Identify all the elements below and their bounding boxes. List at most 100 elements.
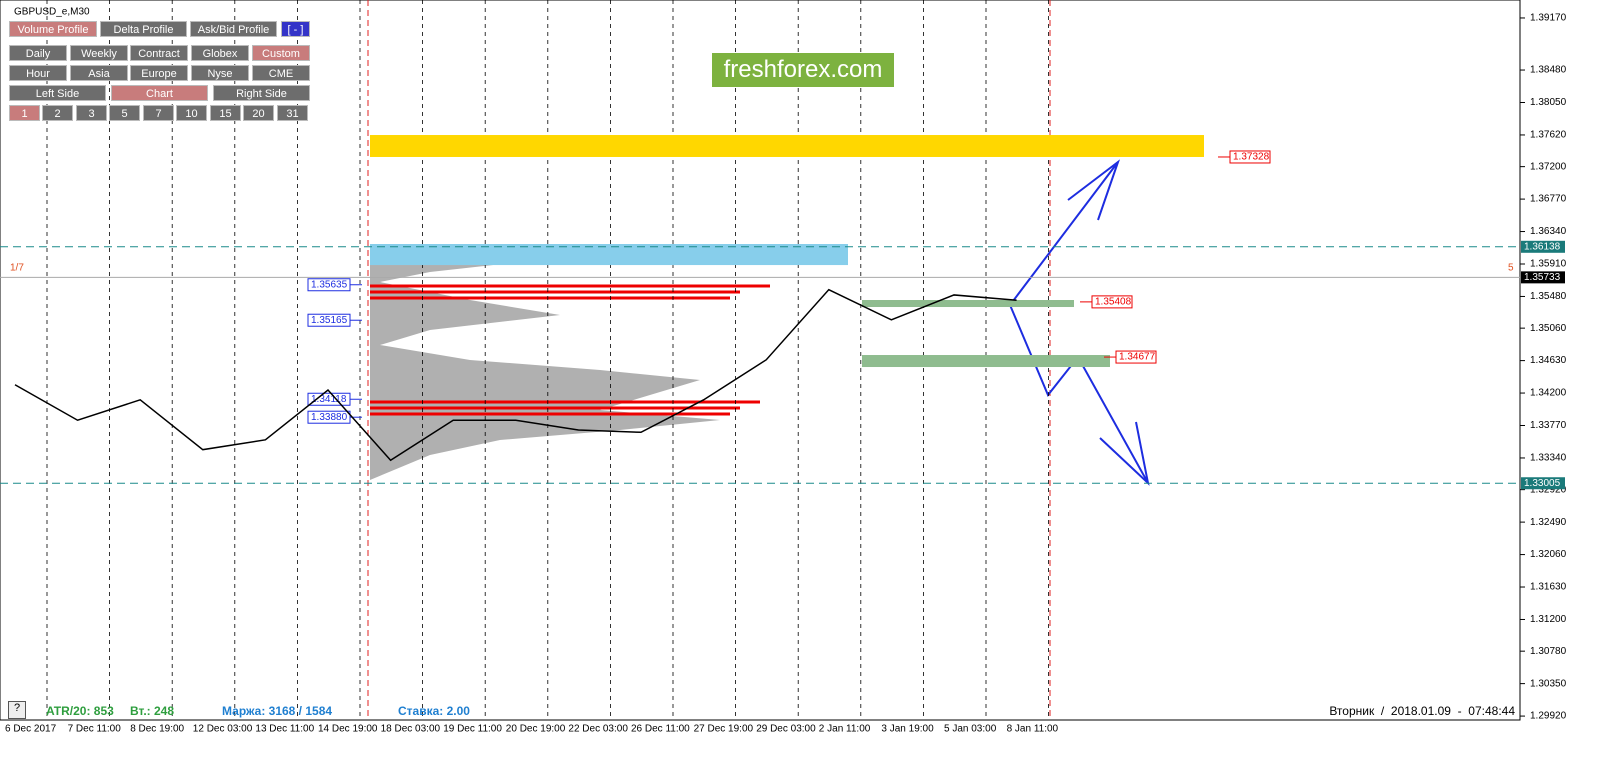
toolbar-button[interactable]: 2 [42, 105, 73, 121]
toolbar-button[interactable]: 3 [76, 105, 107, 121]
y-tick-label: 1.36340 [1530, 226, 1567, 237]
toolbar-button[interactable]: Delta Profile [100, 21, 187, 37]
y-tick-label: 1.38050 [1530, 97, 1567, 108]
toolbar-button[interactable]: Nyse [191, 65, 249, 81]
target-label: 1.35408 [1095, 297, 1132, 308]
toolbar-button[interactable]: Custom [252, 45, 310, 61]
x-tick-label: 26 Dec 11:00 [631, 724, 690, 735]
x-tick-label: 3 Jan 19:00 [881, 724, 934, 735]
y-tick-label: 1.32060 [1530, 549, 1567, 560]
x-tick-label: 14 Dec 19:00 [318, 724, 378, 735]
toolbar-button[interactable]: Daily [9, 45, 67, 61]
toolbar-button[interactable]: Left Side [9, 85, 106, 101]
toolbar-button[interactable]: Europe [130, 65, 188, 81]
target-box [1229, 150, 1271, 164]
toolbar-button[interactable]: Hour [9, 65, 67, 81]
toolbar-button[interactable]: Globex [191, 45, 249, 61]
marker-right: 5 [1508, 263, 1514, 274]
help-button[interactable]: ? [8, 701, 26, 719]
target-box [1115, 350, 1157, 364]
y-tick-label: 1.31200 [1530, 614, 1567, 625]
price-box-label: 1.36138 [1524, 241, 1561, 252]
x-tick-label: 18 Dec 03:00 [381, 724, 441, 735]
volume-profile [370, 246, 720, 480]
price-box [1521, 477, 1565, 490]
y-tick-label: 1.38480 [1530, 65, 1567, 76]
datetime: Вторник / 2018.01.09 - 07:48:44 [1329, 704, 1515, 718]
toolbar-button[interactable]: 15 [210, 105, 241, 121]
y-tick-label: 1.32490 [1530, 517, 1567, 528]
profile-label: 1.33880 [311, 412, 348, 423]
atr: ATR/20: 853 [46, 704, 114, 718]
y-tick-label: 1.31630 [1530, 582, 1567, 593]
x-tick-label: 20 Dec 19:00 [506, 724, 566, 735]
profile-label: 1.35165 [311, 315, 348, 326]
x-tick-label: 29 Dec 03:00 [756, 724, 816, 735]
y-tick-label: 1.30350 [1530, 678, 1567, 689]
y-tick-label: 1.34200 [1530, 388, 1567, 399]
x-tick-label: 6 Dec 2017 [5, 724, 57, 735]
toolbar-button[interactable]: Ask/Bid Profile [190, 21, 277, 37]
x-tick-label: 19 Dec 11:00 [443, 724, 502, 735]
toolbar-button[interactable]: Chart [111, 85, 208, 101]
x-tick-label: 12 Dec 03:00 [193, 724, 253, 735]
logo: freshforex.com [712, 53, 894, 87]
target-label: 1.34677 [1119, 352, 1156, 363]
x-tick-label: 7 Dec 11:00 [68, 724, 122, 735]
margin: Маржа: 3168 / 1584 [222, 704, 333, 718]
toolbar-button[interactable]: Contract [130, 45, 188, 61]
price-box-label: 1.33005 [1524, 478, 1561, 489]
y-tick-label: 1.35910 [1530, 259, 1567, 270]
y-tick-label: 1.33340 [1530, 453, 1567, 464]
y-tick-label: 1.34630 [1530, 355, 1567, 366]
toolbar-button[interactable]: 20 [243, 105, 274, 121]
marker-left: 1/7 [10, 263, 24, 274]
price-box [1521, 271, 1565, 284]
x-tick-label: 27 Dec 19:00 [694, 724, 754, 735]
y-tick-label: 1.36770 [1530, 194, 1567, 205]
current-price-label: 1.35733 [1524, 272, 1561, 283]
x-tick-label: 13 Dec 11:00 [255, 724, 314, 735]
y-tick-label: 1.37200 [1530, 161, 1567, 172]
toolbar-button[interactable]: Weekly [70, 45, 128, 61]
zone [862, 355, 1110, 368]
y-tick-label: 1.37620 [1530, 130, 1567, 141]
x-tick-label: 8 Jan 11:00 [1007, 724, 1059, 735]
y-tick-label: 1.33770 [1530, 420, 1567, 431]
target-label: 1.37328 [1233, 152, 1270, 163]
x-tick-label: 2 Jan 11:00 [819, 724, 871, 735]
forecast-arrow-up [1009, 159, 1121, 306]
zone [370, 135, 1204, 157]
y-tick-label: 1.39170 [1530, 13, 1567, 24]
y-tick-label: 1.35060 [1530, 323, 1567, 334]
toolbar-button[interactable]: CME [252, 65, 310, 81]
profile-label: 1.34118 [311, 394, 347, 405]
volume-peaks [370, 284, 770, 416]
toolbar-button[interactable]: 7 [143, 105, 174, 121]
target-box [1091, 295, 1133, 309]
profile-label: 1.35635 [311, 279, 348, 290]
x-tick-label: 8 Dec 19:00 [130, 724, 184, 735]
toolbar-button[interactable]: Volume Profile [9, 21, 97, 37]
zone [862, 300, 1074, 308]
toolbar-button[interactable]: 10 [176, 105, 207, 121]
y-tick-label: 1.32920 [1530, 484, 1567, 495]
toolbar-button[interactable]: 5 [109, 105, 140, 121]
zone [370, 244, 848, 266]
price-line [14, 288, 1017, 462]
y-tick-label: 1.35480 [1530, 291, 1567, 302]
toolbar-button[interactable]: Right Side [213, 85, 310, 101]
y-tick-label: 1.30780 [1530, 646, 1567, 657]
toolbar-button[interactable]: 1 [9, 105, 40, 121]
y-tick-label: 1.29920 [1530, 711, 1567, 722]
price-box [1521, 240, 1565, 253]
toolbar-button[interactable]: Asia [70, 65, 128, 81]
toolbar-button[interactable]: [ - ] [281, 21, 310, 37]
x-tick-label: 5 Jan 03:00 [944, 724, 997, 735]
symbol: GBPUSD_e,M30 [14, 7, 90, 18]
toolbar-button[interactable]: 31 [277, 105, 308, 121]
rate: Ставка: 2.00 [398, 704, 470, 718]
x-tick-label: 22 Dec 03:00 [568, 724, 628, 735]
vt: Вт.: 248 [130, 704, 175, 718]
